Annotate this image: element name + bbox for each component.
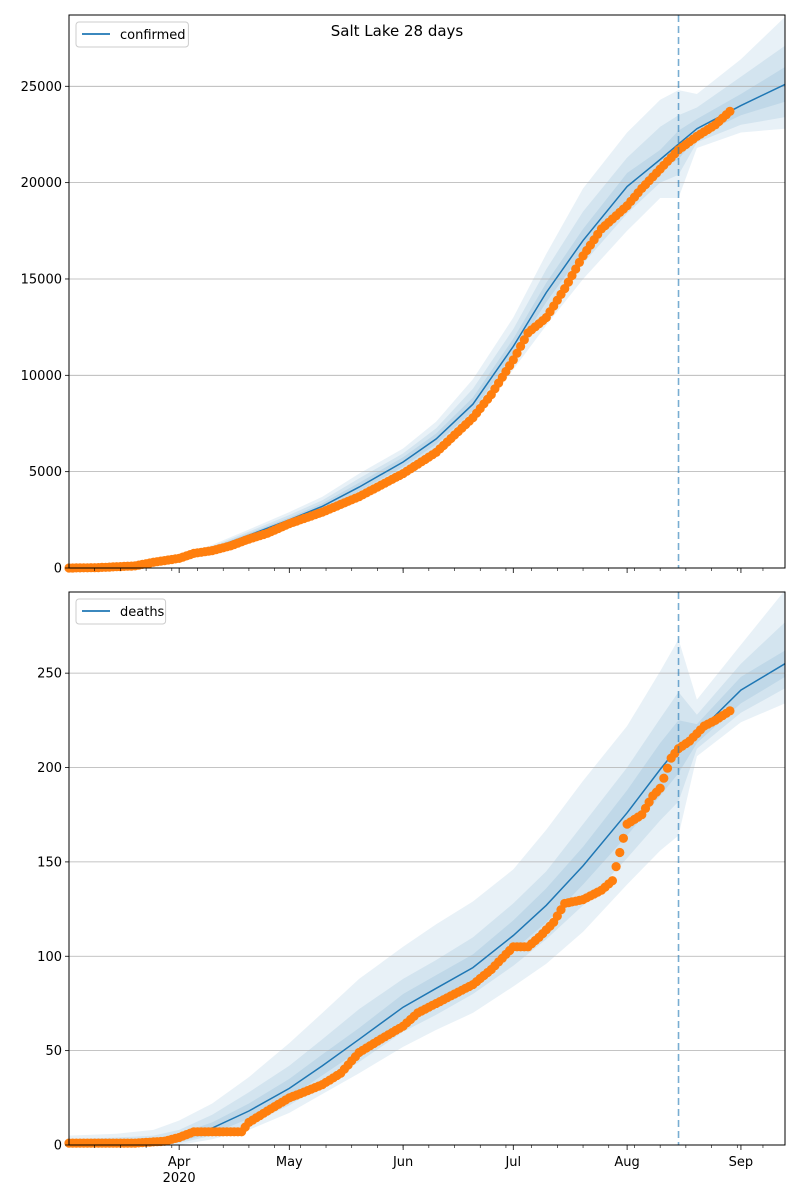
deaths-observed-point [615, 847, 625, 858]
confirmed-axes-frame [68, 14, 786, 569]
deaths-ytick-label: 100 [37, 950, 62, 965]
deaths-ytick-label: 150 [37, 855, 62, 870]
confirmed-ytick-label: 10000 [21, 369, 62, 384]
confirmed-band-0 [69, 16, 785, 568]
deaths-observed-point [607, 876, 618, 886]
confirmed-ytick-label: 0 [54, 562, 62, 577]
confirmed-ytick-label: 20000 [21, 176, 62, 191]
deaths-xtick-label: Jun [392, 1155, 413, 1170]
deaths-x-ticks: Apr May Jun Jul Aug Sep 2020 [94, 1145, 764, 1186]
deaths-xtick-label: Aug [614, 1155, 639, 1170]
confirmed-legend: confirmed [75, 21, 189, 48]
deaths-axes-frame [68, 591, 786, 1146]
deaths-band-1 [69, 622, 785, 1145]
deaths-observed-point [655, 783, 665, 793]
confirmed-band-1 [69, 45, 785, 569]
deaths-gridlines [69, 672, 785, 1052]
deaths-observed-point [618, 833, 629, 843]
confirmed-observed-point [519, 335, 529, 345]
deaths-ytick-label: 0 [54, 1139, 62, 1154]
confirmed-observed-point [512, 348, 522, 358]
confirmed-observed-point [516, 341, 526, 351]
deaths-ytick-label: 200 [37, 761, 62, 776]
deaths-observed-point [725, 706, 735, 716]
deaths-observed-point [611, 862, 621, 872]
confirmed-x-ticks [94, 568, 764, 573]
confirmed-legend-box [75, 21, 189, 48]
deaths-xtick-label: Jul [504, 1155, 521, 1170]
confirmed-observed-point [508, 355, 518, 365]
confirmed-y-ticks: 0 5000 10000 15000 20000 25000 [21, 80, 69, 577]
deaths-ytick-label: 250 [37, 667, 62, 682]
deaths-y-ticks: 0 50 100 150 200 250 [37, 667, 69, 1154]
deaths-xtick-label: Apr [168, 1155, 191, 1170]
deaths-band-0 [69, 590, 785, 1145]
deaths-uncertainty-bands [69, 590, 785, 1145]
deaths-xtick-label: May [276, 1155, 303, 1170]
confirmed-ytick-label: 25000 [21, 80, 62, 95]
confirmed-observed-points [64, 106, 735, 573]
figure-title: Salt Lake 28 days [331, 22, 464, 40]
deaths-panel: 0 50 100 150 200 250 Apr May Jun Jul Aug Sep 2020 d… [37, 590, 786, 1186]
deaths-band-2 [69, 650, 785, 1145]
deaths-legend-box [75, 598, 167, 625]
confirmed-uncertainty-bands [69, 16, 785, 569]
confirmed-gridlines [69, 85, 785, 473]
deaths-legend: deaths [75, 598, 167, 625]
confirmed-ytick-label: 5000 [29, 465, 62, 480]
deaths-ytick-label: 50 [45, 1044, 62, 1059]
deaths-observed-point [659, 773, 669, 783]
confirmed-panel: 0 5000 10000 15000 20000 25000 confirmed [21, 14, 786, 577]
confirmed-band-2 [69, 67, 785, 568]
deaths-xtick-label: Sep [729, 1155, 754, 1170]
deaths-legend-label: deaths [120, 605, 165, 620]
confirmed-legend-label: confirmed [120, 28, 186, 43]
confirmed-ytick-label: 15000 [21, 272, 62, 287]
deaths-observed-point [662, 763, 673, 773]
x-year-label: 2020 [163, 1171, 196, 1186]
confirmed-observed-point [725, 106, 735, 116]
